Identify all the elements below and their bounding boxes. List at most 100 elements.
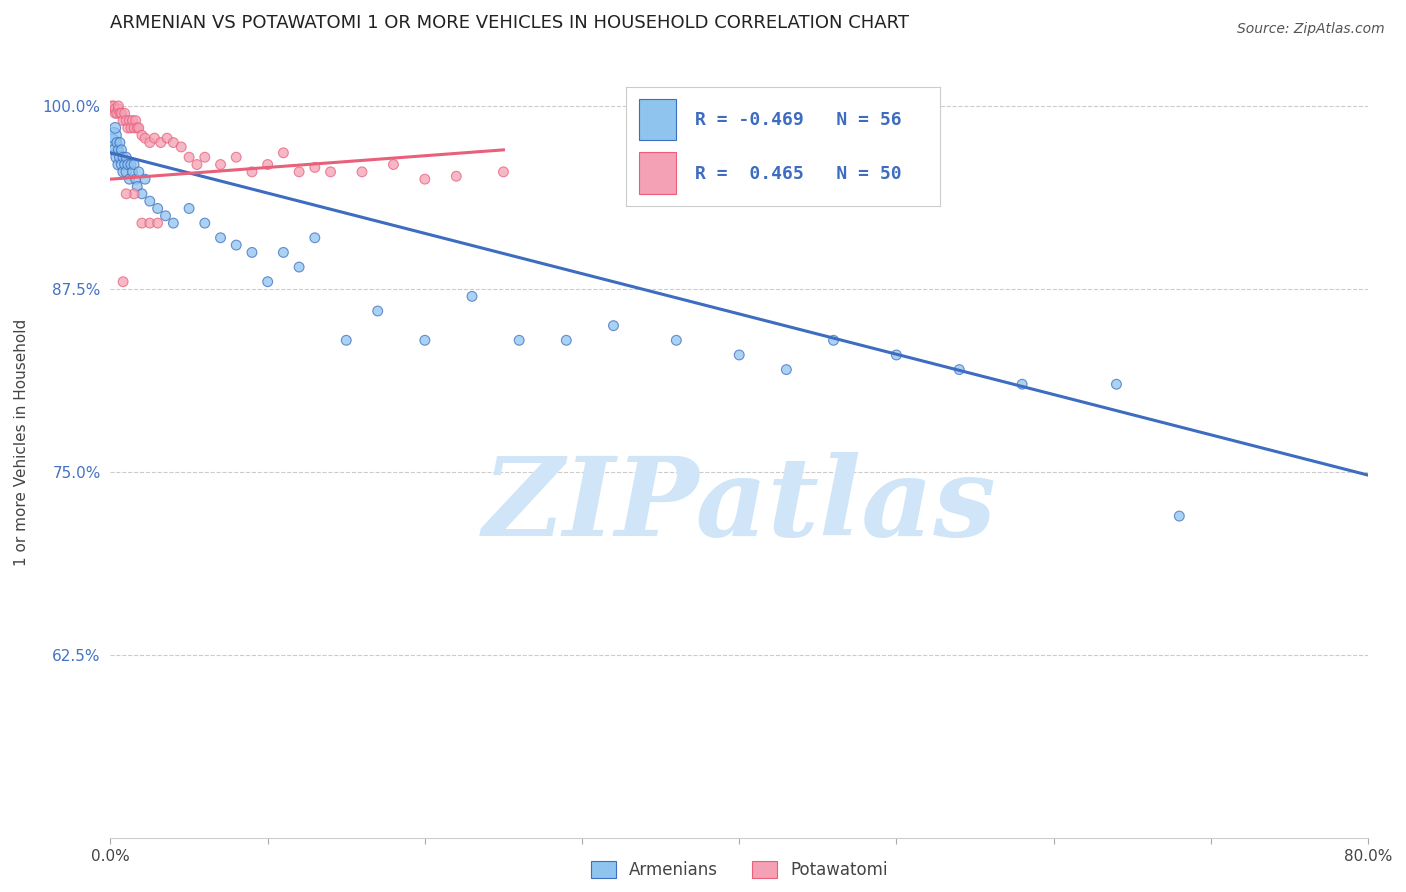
Point: [120, 157, 142, 171]
Point: [122, 186, 145, 201]
Point: [335, 334, 357, 348]
Point: [319, 165, 342, 179]
Point: [143, 131, 166, 145]
Point: [665, 334, 688, 348]
Point: [127, 120, 149, 135]
Point: [240, 165, 263, 179]
Point: [105, 106, 128, 120]
Point: [103, 128, 125, 143]
Point: [107, 102, 129, 116]
Point: [139, 194, 162, 208]
Point: [156, 131, 179, 145]
Point: [104, 143, 127, 157]
Point: [115, 165, 138, 179]
Point: [304, 231, 326, 245]
Point: [155, 209, 177, 223]
Point: [108, 150, 131, 164]
Point: [304, 161, 326, 175]
Point: [162, 136, 184, 150]
Point: [112, 150, 135, 164]
Point: [948, 362, 970, 376]
Point: [194, 150, 217, 164]
Point: [114, 106, 136, 120]
Point: [602, 318, 624, 333]
Point: [1168, 509, 1191, 524]
Point: [194, 216, 217, 230]
Point: [105, 136, 128, 150]
Point: [508, 334, 530, 348]
Point: [1105, 377, 1128, 392]
Point: [149, 136, 172, 150]
Point: [108, 136, 131, 150]
Point: [134, 172, 156, 186]
Point: [108, 106, 131, 120]
Point: [117, 120, 139, 135]
Point: [225, 150, 247, 164]
Point: [775, 362, 797, 376]
Point: [256, 157, 278, 171]
Text: Source: ZipAtlas.com: Source: ZipAtlas.com: [1237, 22, 1385, 37]
Point: [177, 150, 200, 164]
Point: [121, 113, 143, 128]
Point: [110, 143, 132, 157]
Point: [118, 113, 141, 128]
Point: [107, 157, 129, 171]
Point: [382, 157, 405, 171]
Point: [127, 179, 149, 194]
Point: [350, 165, 373, 179]
Point: [124, 172, 146, 186]
Point: [256, 275, 278, 289]
Point: [117, 157, 139, 171]
Point: [110, 157, 132, 171]
Point: [139, 216, 162, 230]
Point: [131, 186, 153, 201]
Point: [110, 106, 132, 120]
Point: [177, 202, 200, 216]
Point: [209, 231, 232, 245]
Point: [104, 120, 127, 135]
Point: [273, 245, 295, 260]
Point: [115, 113, 138, 128]
Point: [413, 334, 436, 348]
Point: [115, 186, 138, 201]
Point: [170, 140, 193, 154]
Point: [225, 238, 247, 252]
Point: [240, 245, 263, 260]
Text: ZIPatlas: ZIPatlas: [482, 452, 995, 560]
Point: [162, 216, 184, 230]
Y-axis label: 1 or more Vehicles in Household: 1 or more Vehicles in Household: [14, 319, 30, 566]
Point: [128, 120, 150, 135]
Point: [101, 99, 124, 113]
Point: [288, 165, 311, 179]
Point: [461, 289, 484, 303]
Point: [103, 99, 125, 113]
Point: [134, 131, 156, 145]
Point: [131, 128, 153, 143]
Point: [118, 172, 141, 186]
Point: [128, 165, 150, 179]
Point: [886, 348, 908, 362]
Point: [446, 169, 468, 184]
Point: [107, 99, 129, 113]
Point: [186, 157, 208, 171]
Point: [114, 157, 136, 171]
Point: [105, 150, 128, 164]
Point: [131, 216, 153, 230]
Point: [122, 120, 145, 135]
Point: [728, 348, 751, 362]
Point: [107, 143, 129, 157]
Point: [367, 304, 389, 318]
Point: [112, 165, 135, 179]
Point: [823, 334, 845, 348]
Point: [146, 216, 169, 230]
Point: [112, 113, 135, 128]
Legend: Armenians, Potawatomi: Armenians, Potawatomi: [585, 854, 894, 886]
Point: [115, 150, 138, 164]
Point: [273, 145, 295, 160]
Point: [104, 102, 127, 116]
Point: [101, 136, 124, 150]
Point: [146, 202, 169, 216]
Point: [288, 260, 311, 274]
Point: [122, 157, 145, 171]
Point: [139, 136, 162, 150]
